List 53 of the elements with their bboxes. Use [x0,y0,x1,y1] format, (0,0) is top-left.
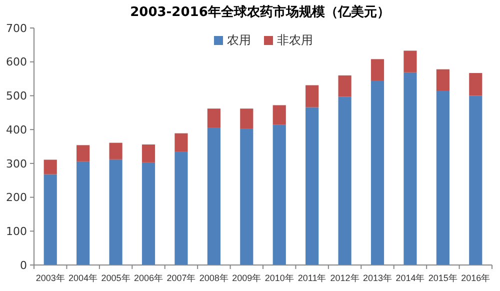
x-tick-label: 2008年 [199,273,228,283]
bar [404,50,417,72]
x-tick-label: 2004年 [68,273,98,283]
bar [436,90,450,265]
bar [142,162,156,265]
x-tick-label: 2005年 [101,273,130,283]
bar [370,59,384,80]
bar [436,69,450,91]
y-tick-label: 500 [6,90,27,103]
x-tick-label: 2003年 [36,273,65,283]
bar [44,174,57,265]
chart-title: 2003-2016年全球农药市场规模（亿美元） [130,4,390,20]
bar [469,73,482,96]
bar [207,108,220,128]
y-tick-label: 600 [6,56,27,69]
legend-label: 农用 [227,33,251,48]
y-tick-label: 200 [6,191,27,204]
bar [240,128,254,265]
bar [207,128,220,265]
bar [174,152,188,265]
x-tick-label: 2011年 [298,273,326,283]
bar [469,96,482,265]
bar [76,145,90,162]
x-tick-label: 2007年 [166,273,196,283]
bar [109,159,122,265]
bar [142,144,156,162]
y-tick-label: 700 [6,22,27,35]
bar [109,142,122,160]
y-tick-label: 0 [20,258,27,272]
x-tick-label: 2016年 [461,273,490,283]
y-tick-label: 100 [6,224,27,238]
bar [272,105,286,125]
bar [370,80,384,265]
bar [404,72,417,265]
legend-label: 非农用 [277,33,313,48]
bar [174,133,188,152]
bar [44,160,57,174]
bar [338,96,352,265]
x-tick-label: 2014年 [396,273,425,283]
x-tick-label: 2010年 [264,273,294,283]
x-tick-label: 2009年 [232,273,262,283]
bar [76,161,90,265]
bar [306,85,319,108]
bar [272,124,286,265]
x-tick-label: 2013年 [362,273,392,283]
bar [240,108,254,129]
bar [306,107,319,265]
y-tick-label: 400 [6,123,27,136]
x-tick-label: 2006年 [134,273,164,283]
y-tick-label: 300 [6,157,27,170]
bar [338,75,352,97]
x-tick-label: 2012年 [330,273,360,283]
x-tick-label: 2015年 [428,273,458,283]
